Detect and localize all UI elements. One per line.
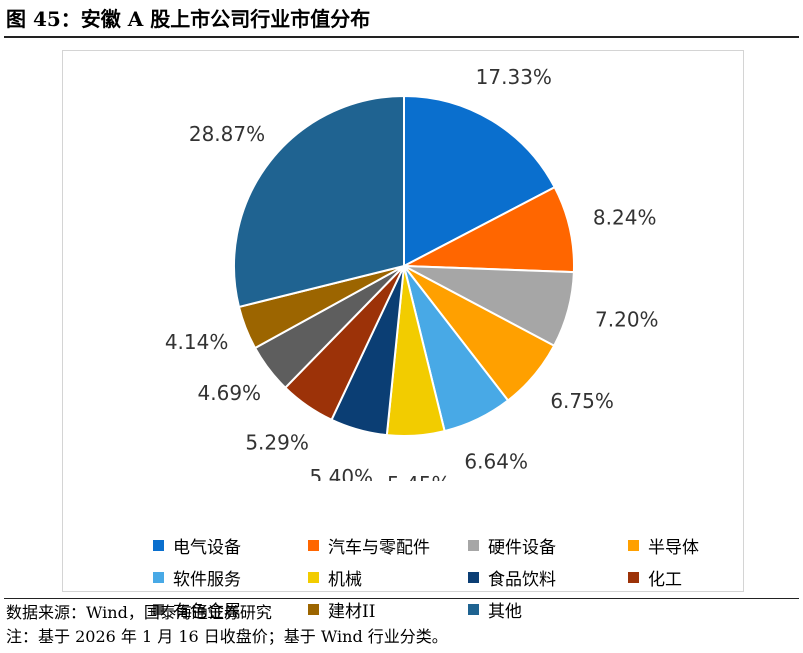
legend-item: 其他 bbox=[468, 597, 628, 622]
legend-item: 汽车与零配件 bbox=[308, 533, 468, 558]
slice-data-label: 4.69% bbox=[198, 381, 262, 405]
legend-item: 机械 bbox=[308, 565, 468, 590]
legend-swatch bbox=[628, 572, 639, 583]
legend-label: 硬件设备 bbox=[488, 538, 556, 558]
legend-swatch bbox=[628, 540, 639, 551]
legend-label: 化工 bbox=[648, 570, 682, 590]
legend-item: 硬件设备 bbox=[468, 533, 628, 558]
slice-data-label: 4.14% bbox=[165, 330, 229, 354]
legend-label: 机械 bbox=[328, 570, 362, 590]
legend-label: 半导体 bbox=[648, 538, 699, 558]
source-rule bbox=[4, 598, 799, 599]
legend-label: 汽车与零配件 bbox=[328, 538, 430, 558]
slice-data-label: 5.29% bbox=[245, 431, 309, 455]
legend-item: 有色金属 bbox=[153, 597, 308, 622]
legend-item: 食品饮料 bbox=[468, 565, 628, 590]
legend-item: 半导体 bbox=[628, 533, 773, 558]
legend-swatch bbox=[468, 604, 479, 615]
note-text: 注：基于 2026 年 1 月 16 日收盘价；基于 Wind 行业分类。 bbox=[6, 627, 448, 646]
source-text: 数据来源：Wind，国泰海通证券研究 bbox=[6, 603, 272, 622]
legend-swatch bbox=[153, 604, 164, 615]
legend-item: 软件服务 bbox=[153, 565, 308, 590]
legend-label: 软件服务 bbox=[173, 570, 241, 590]
legend-swatch bbox=[308, 540, 319, 551]
legend-label: 食品饮料 bbox=[488, 570, 556, 590]
title-rule bbox=[4, 36, 799, 38]
legend-swatch bbox=[308, 572, 319, 583]
figure-title: 图 45：安徽 A 股上市公司行业市值分布 bbox=[6, 7, 371, 31]
slice-data-label: 28.87% bbox=[189, 122, 265, 146]
slice-data-label: 5.45% bbox=[387, 472, 451, 481]
slice-data-label: 6.64% bbox=[464, 449, 528, 473]
legend-label: 电气设备 bbox=[173, 538, 241, 558]
slice-data-label: 17.33% bbox=[476, 65, 552, 89]
slice-data-label: 8.24% bbox=[593, 206, 657, 230]
pie-chart: 17.33% 8.24% 7.20% 6.75% 6.64% 5.45% 5.40%5.29… bbox=[165, 65, 659, 481]
legend: 电气设备 汽车与零配件 硬件设备 半导体软件服务 机械 食品饮料 化工有色金属 建材II 其他 bbox=[153, 533, 773, 622]
slice-data-label: 7.20% bbox=[595, 307, 659, 331]
legend-item: 电气设备 bbox=[153, 533, 308, 558]
legend-swatch bbox=[308, 604, 319, 615]
legend-label: 其他 bbox=[488, 602, 522, 622]
pie-slice bbox=[233, 94, 405, 309]
legend-label: 建材II bbox=[328, 602, 376, 622]
pie-slice bbox=[400, 185, 575, 274]
slice-data-label: 5.40% bbox=[310, 465, 374, 481]
legend-swatch bbox=[153, 540, 164, 551]
legend-label: 有色金属 bbox=[173, 602, 241, 622]
chart-area: 17.33% 8.24% 7.20% 6.75% 6.64% 5.45% 5.40%5.29… bbox=[62, 50, 744, 622]
slice-data-label: 6.75% bbox=[550, 389, 614, 413]
legend-swatch bbox=[468, 572, 479, 583]
legend-swatch bbox=[153, 572, 164, 583]
legend-item: 化工 bbox=[628, 565, 773, 590]
legend-swatch bbox=[468, 540, 479, 551]
pie-slice bbox=[403, 94, 556, 268]
legend-item: 建材II bbox=[308, 597, 468, 622]
